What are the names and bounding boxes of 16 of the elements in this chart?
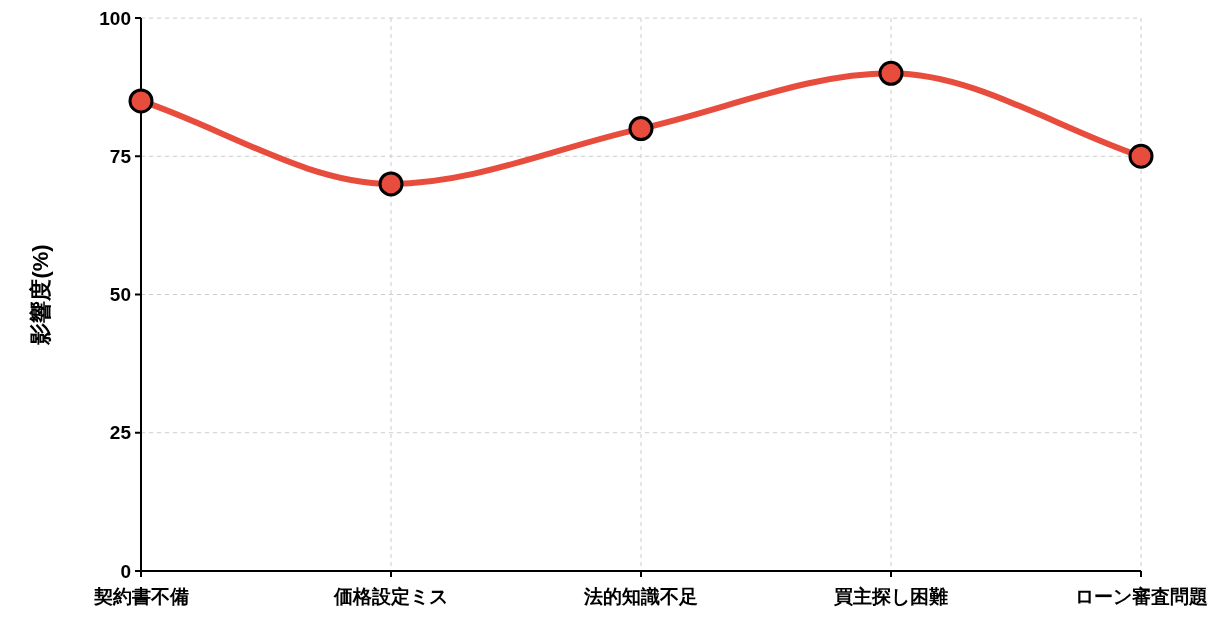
point (628, 116, 654, 142)
x-tick-label: 法的知識不足 (583, 586, 698, 607)
x-tick-label: 価格設定ミス (333, 586, 448, 607)
point (128, 88, 154, 114)
y-tick-label: 0 (120, 560, 131, 582)
y-axis-title: 影響度(%) (28, 244, 53, 346)
point (878, 60, 904, 86)
y-tick-label: 100 (99, 7, 131, 29)
x-tick-label: 買主探し困難 (833, 586, 948, 607)
point (1128, 143, 1154, 169)
y-tick-label: 25 (109, 422, 132, 444)
x-tick-label: ローン審査問題 (1074, 586, 1208, 607)
point (378, 171, 404, 197)
y-tick-label: 75 (109, 145, 132, 167)
y-tick-label: 50 (109, 284, 131, 305)
x-tick-label: 契約書不備 (92, 586, 189, 607)
